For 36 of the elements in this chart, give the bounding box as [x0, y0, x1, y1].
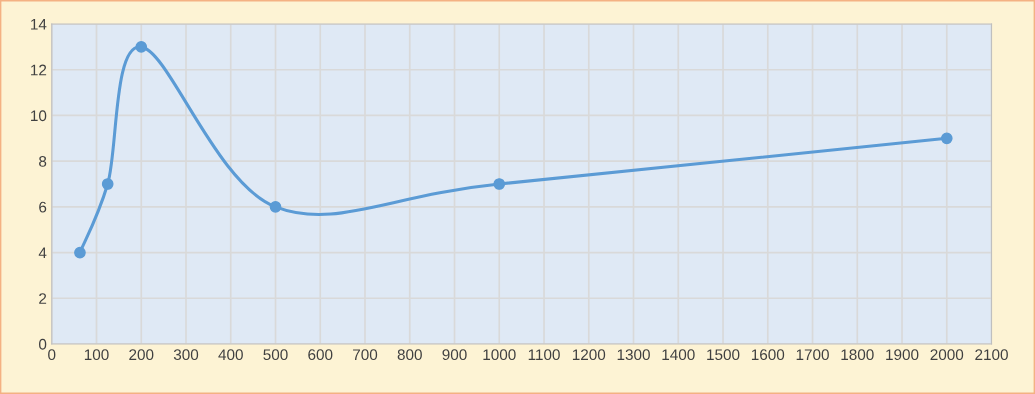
point	[940, 132, 953, 145]
point	[74, 246, 86, 259]
x-tick-label: 1100	[528, 349, 560, 361]
y-tick-label: 10	[31, 110, 47, 122]
x-tick-label: 1600	[751, 349, 785, 361]
y-tick-label: 4	[38, 247, 47, 259]
x-tick-label: 200	[129, 349, 154, 361]
x-tick-label: 1200	[572, 349, 606, 361]
x-tick-label: 0	[48, 349, 56, 361]
y-tick-label: 14	[31, 19, 47, 30]
point	[269, 201, 282, 213]
x-tick-label: 1800	[841, 349, 874, 361]
x-tick-label: 900	[442, 349, 467, 361]
point	[493, 178, 506, 190]
x-tick-label: 1400	[662, 349, 695, 361]
y-tick-label: 2	[39, 293, 47, 304]
y-tick-label: 0	[38, 338, 47, 350]
x-tick-label: 2100	[975, 349, 1008, 361]
point	[135, 41, 148, 53]
point	[101, 178, 114, 190]
x-tick-label: 1300	[617, 349, 650, 361]
x-tick-label: 700	[353, 349, 378, 361]
x-tick-label: 100	[84, 349, 109, 361]
x-tick-label: 1700	[796, 349, 829, 361]
x-tick-label: 300	[173, 349, 199, 361]
x-tick-label: 1900	[886, 349, 919, 361]
x-tick-label: 2000	[930, 349, 964, 361]
y-tick-label: 6	[39, 201, 47, 213]
x-tick-label: 1500	[707, 349, 740, 361]
y-tick-label: 8	[39, 156, 47, 167]
y-tick-label: 12	[31, 64, 47, 76]
x-tick-label: 1000	[483, 349, 516, 361]
x-tick-label: 500	[263, 349, 288, 361]
x-tick-label: 400	[218, 349, 243, 361]
x-tick-label: 800	[397, 349, 422, 361]
x-tick-label: 600	[308, 349, 333, 361]
